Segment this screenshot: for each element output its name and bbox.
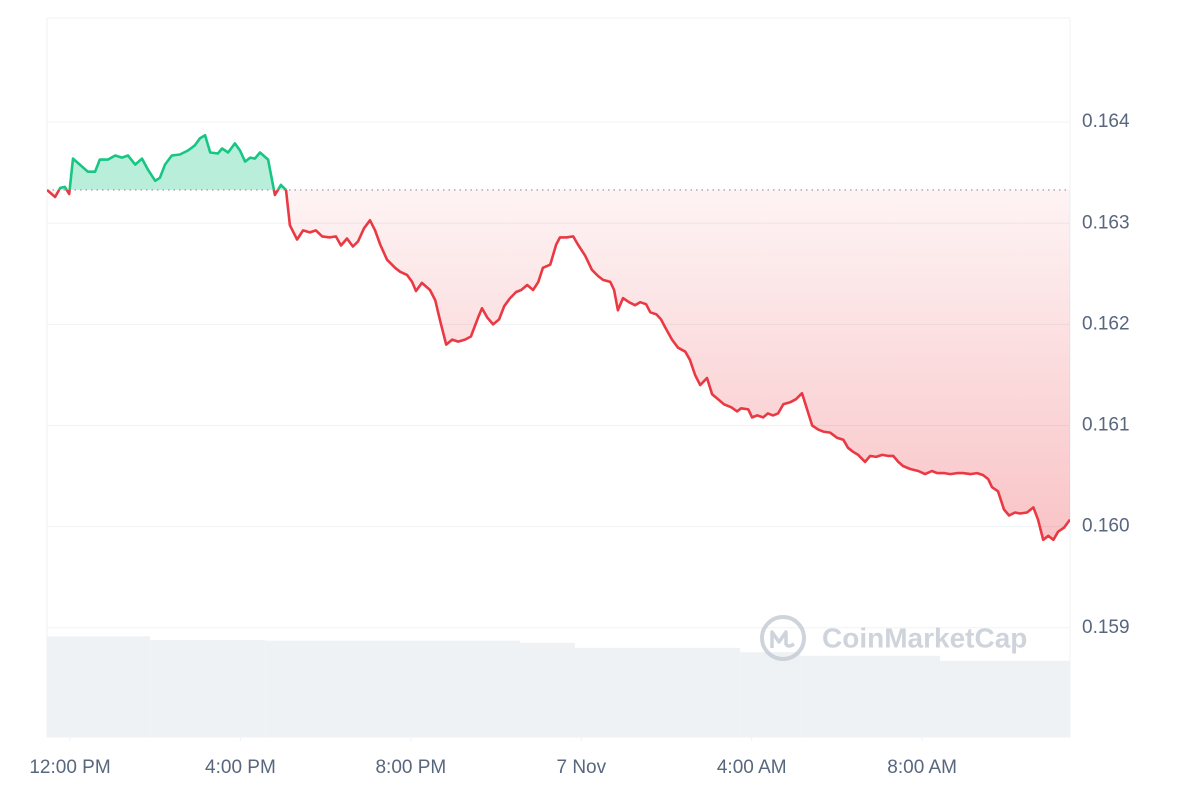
y-tick-label: 0.163 [1082,212,1130,233]
x-tick-label: 12:00 PM [29,757,110,778]
watermark: CoinMarketCap [760,615,1027,661]
x-tick-label: 4:00 AM [717,757,787,778]
volume-layer [47,636,1070,737]
y-tick-label: 0.164 [1082,111,1130,132]
volume-bar [800,655,941,737]
price-layer [47,134,1070,542]
y-tick-label: 0.161 [1082,415,1130,436]
line-up [47,134,288,190]
x-tick-label: 8:00 AM [887,757,957,778]
y-tick-label: 0.160 [1082,516,1130,537]
volume-bar [940,660,1070,737]
y-tick-label: 0.162 [1082,313,1130,334]
volume-bar [519,642,575,737]
area-down [47,189,1070,540]
watermark-text: CoinMarketCap [822,622,1027,653]
x-tick-label: 8:00 PM [375,757,446,778]
volume-bar [47,636,151,737]
x-tick-label: 7 Nov [556,757,606,778]
volume-bar [150,639,266,737]
y-tick-label: 0.159 [1082,617,1130,638]
watermark-logo [760,615,806,661]
volume-bar [574,647,741,737]
volume-bar [740,652,801,737]
line-down [47,189,1070,542]
volume-bar [265,640,520,737]
watermark-logo-mark [770,630,795,648]
x-tick-label: 4:00 PM [205,757,276,778]
